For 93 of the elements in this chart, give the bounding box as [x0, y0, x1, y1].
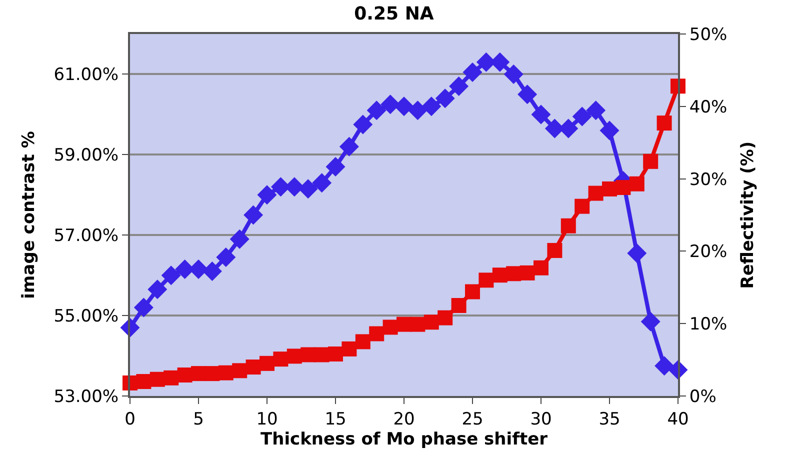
point	[232, 363, 248, 378]
point	[177, 368, 192, 382]
x-tick-label: 20	[393, 409, 415, 430]
point	[408, 100, 428, 120]
point	[355, 334, 370, 350]
point	[353, 114, 373, 134]
point	[465, 284, 480, 300]
point	[164, 370, 179, 386]
x-tick-label: 40	[667, 409, 689, 430]
point	[298, 179, 318, 199]
point	[366, 100, 386, 120]
point	[244, 205, 264, 225]
y2-tick-label: 50%	[689, 24, 728, 45]
x-tick-label: 0	[124, 409, 136, 430]
point	[150, 372, 165, 387]
chart-title: 0.25 NA	[354, 3, 434, 24]
y-tick-label: 59.00%	[54, 146, 119, 166]
point	[586, 100, 606, 120]
x-tick-label: 15	[324, 409, 346, 430]
point	[438, 310, 453, 326]
y2-tick-label: 10%	[689, 314, 728, 335]
point	[136, 374, 152, 390]
point	[342, 341, 357, 356]
point	[504, 64, 524, 84]
point	[588, 186, 604, 201]
point	[616, 180, 631, 195]
point	[312, 173, 332, 193]
point	[218, 365, 234, 380]
point	[191, 366, 206, 382]
point	[410, 316, 426, 332]
point	[478, 272, 494, 288]
x-tick-label: 30	[530, 409, 552, 430]
point	[629, 176, 644, 192]
point	[382, 320, 398, 335]
point	[204, 366, 220, 382]
point	[148, 280, 168, 300]
x-axis-title: Thickness of Mo phase shifter	[260, 429, 548, 450]
point	[602, 181, 617, 196]
point	[627, 243, 647, 263]
point	[161, 266, 181, 286]
point	[314, 347, 330, 362]
point	[518, 84, 538, 104]
point	[230, 229, 250, 249]
x-tick-label: 5	[193, 409, 204, 430]
point	[286, 348, 302, 364]
point	[435, 88, 455, 108]
point	[246, 360, 261, 375]
point	[260, 356, 274, 371]
x-tick-label: 25	[462, 409, 484, 430]
point	[560, 218, 576, 234]
point	[300, 347, 316, 362]
point	[600, 120, 620, 140]
point	[369, 326, 384, 342]
point	[656, 116, 672, 131]
point	[202, 262, 222, 282]
x-tick-label: 35	[598, 409, 620, 430]
point	[534, 260, 548, 276]
point	[449, 76, 469, 96]
point	[547, 242, 562, 258]
point	[492, 268, 508, 283]
y-tick-label: 57.00%	[54, 226, 119, 246]
point	[574, 198, 590, 214]
y2-tick-label: 30%	[689, 170, 728, 190]
point	[273, 352, 288, 367]
point	[520, 265, 535, 280]
y2-tick-label: 40%	[689, 97, 728, 118]
point	[396, 316, 412, 332]
point	[506, 266, 522, 282]
point	[643, 154, 658, 169]
point	[380, 94, 400, 114]
point	[328, 346, 343, 362]
y2-tick-label: 0%	[689, 386, 716, 407]
point	[257, 185, 277, 205]
y-axis-title: image contrast %	[18, 131, 39, 299]
point	[531, 104, 551, 124]
y2-tick-label: 20%	[689, 242, 728, 262]
y2-axis-title: Reflectivity (%)	[738, 141, 758, 289]
point	[339, 136, 359, 156]
point	[451, 298, 466, 313]
point	[572, 106, 592, 126]
x-tick-label: 10	[256, 409, 278, 430]
point	[422, 96, 442, 116]
point	[424, 314, 439, 330]
point	[216, 247, 236, 267]
y-tick-label: 61.00%	[54, 65, 119, 86]
point	[654, 356, 674, 376]
point	[394, 96, 414, 116]
point	[134, 298, 154, 318]
y-tick-label: 55.00%	[54, 306, 119, 327]
point	[462, 62, 482, 82]
point	[326, 156, 346, 176]
y-tick-label: 53.00%	[54, 386, 119, 407]
point	[640, 312, 660, 332]
